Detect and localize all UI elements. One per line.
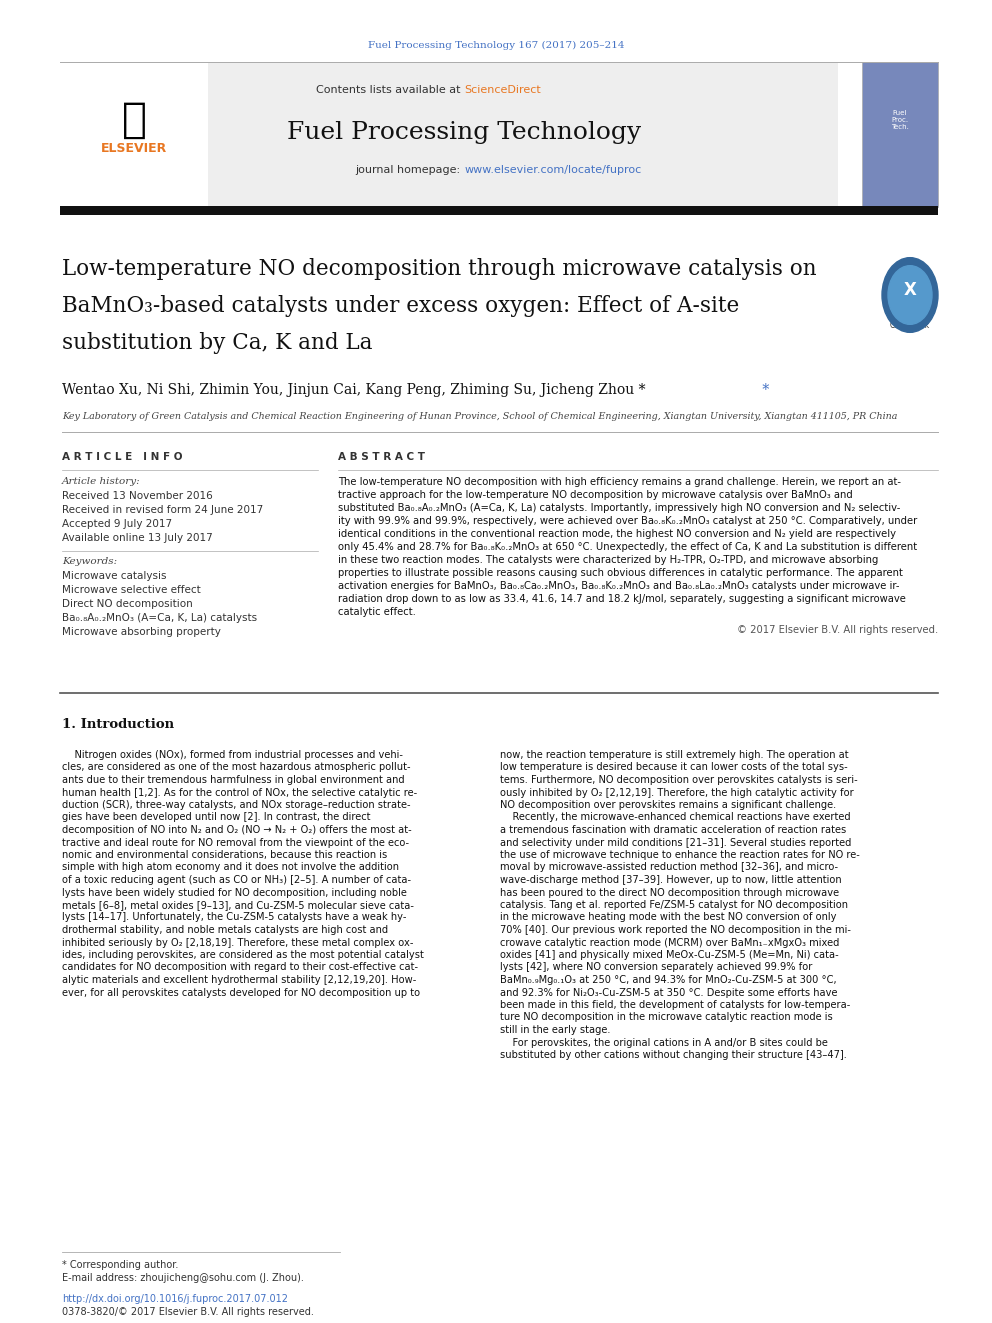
Text: Accepted 9 July 2017: Accepted 9 July 2017 — [62, 519, 173, 529]
Text: decomposition of NO into N₂ and O₂ (NO → N₂ + O₂) offers the most at-: decomposition of NO into N₂ and O₂ (NO →… — [62, 826, 412, 835]
Text: http://dx.doi.org/10.1016/j.fuproc.2017.07.012: http://dx.doi.org/10.1016/j.fuproc.2017.… — [62, 1294, 288, 1304]
Text: Fuel Processing Technology: Fuel Processing Technology — [288, 122, 641, 144]
Text: lysts [42], where NO conversion separately achieved 99.9% for: lysts [42], where NO conversion separate… — [500, 963, 812, 972]
Text: Received 13 November 2016: Received 13 November 2016 — [62, 491, 212, 501]
Text: identical conditions in the conventional reaction mode, the highest NO conversio: identical conditions in the conventional… — [338, 529, 896, 538]
Text: wave-discharge method [37–39]. However, up to now, little attention: wave-discharge method [37–39]. However, … — [500, 875, 841, 885]
Text: ELSEVIER: ELSEVIER — [101, 142, 167, 155]
Text: activation energies for BaMnO₃, Ba₀.₈Ca₀.₂MnO₃, Ba₀.₈K₀.₂MnO₃ and Ba₀.₈La₀.₂MnO₃: activation energies for BaMnO₃, Ba₀.₈Ca₀… — [338, 581, 900, 591]
Text: Fuel
Proc.
Tech.: Fuel Proc. Tech. — [891, 110, 909, 130]
Text: Microwave selective effect: Microwave selective effect — [62, 585, 200, 595]
Text: moval by microwave-assisted reduction method [32–36], and micro-: moval by microwave-assisted reduction me… — [500, 863, 838, 872]
Text: and selectivity under mild conditions [21–31]. Several studies reported: and selectivity under mild conditions [2… — [500, 837, 851, 848]
Text: ants due to their tremendous harmfulness in global environment and: ants due to their tremendous harmfulness… — [62, 775, 405, 785]
Text: been made in this field, the development of catalysts for low-tempera-: been made in this field, the development… — [500, 1000, 850, 1009]
Text: lysts [14–17]. Unfortunately, the Cu-ZSM-5 catalysts have a weak hy-: lysts [14–17]. Unfortunately, the Cu-ZSM… — [62, 913, 407, 922]
Text: substituted by other cations without changing their structure [43–47].: substituted by other cations without cha… — [500, 1050, 847, 1060]
Circle shape — [888, 266, 932, 324]
Text: X: X — [904, 280, 917, 299]
Text: Key Laboratory of Green Catalysis and Chemical Reaction Engineering of Hunan Pro: Key Laboratory of Green Catalysis and Ch… — [62, 411, 898, 421]
Text: ScienceDirect: ScienceDirect — [464, 85, 541, 95]
Text: Article history:: Article history: — [62, 478, 141, 486]
Text: the use of microwave technique to enhance the reaction rates for NO re-: the use of microwave technique to enhanc… — [500, 849, 860, 860]
Text: lysts have been widely studied for NO decomposition, including noble: lysts have been widely studied for NO de… — [62, 888, 407, 897]
Text: ture NO decomposition in the microwave catalytic reaction mode is: ture NO decomposition in the microwave c… — [500, 1012, 832, 1023]
Text: simple with high atom economy and it does not involve the addition: simple with high atom economy and it doe… — [62, 863, 399, 872]
Text: journal homepage:: journal homepage: — [355, 165, 464, 175]
Text: * Corresponding author.: * Corresponding author. — [62, 1259, 179, 1270]
Text: For perovskites, the original cations in A and/or B sites could be: For perovskites, the original cations in… — [500, 1037, 828, 1048]
Text: A R T I C L E   I N F O: A R T I C L E I N F O — [62, 452, 183, 462]
Text: radiation drop down to as low as 33.4, 41.6, 14.7 and 18.2 kJ/mol, separately, s: radiation drop down to as low as 33.4, 4… — [338, 594, 906, 605]
Circle shape — [882, 258, 938, 332]
Text: 0378-3820/© 2017 Elsevier B.V. All rights reserved.: 0378-3820/© 2017 Elsevier B.V. All right… — [62, 1307, 313, 1316]
Text: A B S T R A C T: A B S T R A C T — [338, 452, 425, 462]
Text: low temperature is desired because it can lower costs of the total sys-: low temperature is desired because it ca… — [500, 762, 848, 773]
Text: drothermal stability, and noble metals catalysts are high cost and: drothermal stability, and noble metals c… — [62, 925, 388, 935]
Text: catalytic effect.: catalytic effect. — [338, 607, 416, 617]
Text: a tremendous fascination with dramatic acceleration of reaction rates: a tremendous fascination with dramatic a… — [500, 826, 846, 835]
Text: ides, including perovskites, are considered as the most potential catalyst: ides, including perovskites, are conside… — [62, 950, 424, 960]
Text: properties to illustrate possible reasons causing such obvious differences in ca: properties to illustrate possible reason… — [338, 568, 903, 578]
Text: only 45.4% and 28.7% for Ba₀.₈K₀.₂MnO₃ at 650 °C. Unexpectedly, the effect of Ca: only 45.4% and 28.7% for Ba₀.₈K₀.₂MnO₃ a… — [338, 542, 918, 552]
Text: metals [6–8], metal oxides [9–13], and Cu-ZSM-5 molecular sieve cata-: metals [6–8], metal oxides [9–13], and C… — [62, 900, 414, 910]
Text: CrossMark: CrossMark — [890, 320, 930, 329]
Text: gies have been developed until now [2]. In contrast, the direct: gies have been developed until now [2]. … — [62, 812, 370, 823]
Text: Fuel Processing Technology 167 (2017) 205–214: Fuel Processing Technology 167 (2017) 20… — [368, 41, 624, 49]
Text: human health [1,2]. As for the control of NOx, the selective catalytic re-: human health [1,2]. As for the control o… — [62, 787, 418, 798]
Text: Microwave catalysis: Microwave catalysis — [62, 572, 167, 581]
Text: Direct NO decomposition: Direct NO decomposition — [62, 599, 192, 609]
Text: *: * — [758, 382, 769, 397]
Text: ously inhibited by O₂ [2,12,19]. Therefore, the high catalytic activity for: ously inhibited by O₂ [2,12,19]. Therefo… — [500, 787, 854, 798]
Text: oxides [41] and physically mixed MeOx-Cu-ZSM-5 (Me=Mn, Ni) cata-: oxides [41] and physically mixed MeOx-Cu… — [500, 950, 839, 960]
Text: Recently, the microwave-enhanced chemical reactions have exerted: Recently, the microwave-enhanced chemica… — [500, 812, 850, 823]
Text: Low-temperature NO decomposition through microwave catalysis on: Low-temperature NO decomposition through… — [62, 258, 816, 280]
Text: NO decomposition over perovskites remains a significant challenge.: NO decomposition over perovskites remain… — [500, 800, 836, 810]
Text: substituted Ba₀.₈A₀.₂MnO₃ (A=Ca, K, La) catalysts. Importantly, impressively hig: substituted Ba₀.₈A₀.₂MnO₃ (A=Ca, K, La) … — [338, 503, 901, 513]
Text: Contents lists available at: Contents lists available at — [316, 85, 464, 95]
Text: tractive and ideal route for NO removal from the viewpoint of the eco-: tractive and ideal route for NO removal … — [62, 837, 409, 848]
Text: Received in revised form 24 June 2017: Received in revised form 24 June 2017 — [62, 505, 263, 515]
Text: tems. Furthermore, NO decomposition over perovskites catalysts is seri-: tems. Furthermore, NO decomposition over… — [500, 775, 858, 785]
Text: © 2017 Elsevier B.V. All rights reserved.: © 2017 Elsevier B.V. All rights reserved… — [737, 624, 938, 635]
Text: BaMn₀.₉Mg₀.₁O₃ at 250 °C, and 94.3% for MnO₂-Cu-ZSM-5 at 300 °C,: BaMn₀.₉Mg₀.₁O₃ at 250 °C, and 94.3% for … — [500, 975, 836, 986]
Text: alytic materials and excellent hydrothermal stability [2,12,19,20]. How-: alytic materials and excellent hydrother… — [62, 975, 417, 986]
Bar — [60, 205, 938, 216]
Text: 🌲: 🌲 — [121, 99, 147, 142]
Text: 1. Introduction: 1. Introduction — [62, 718, 175, 732]
Text: Available online 13 July 2017: Available online 13 July 2017 — [62, 533, 212, 542]
Text: ever, for all perovskites catalysts developed for NO decomposition up to: ever, for all perovskites catalysts deve… — [62, 987, 421, 998]
Text: crowave catalytic reaction mode (MCRM) over BaMn₁₋xMgxO₃ mixed: crowave catalytic reaction mode (MCRM) o… — [500, 938, 839, 947]
Bar — [862, 62, 938, 206]
Text: tractive approach for the low-temperature NO decomposition by microwave catalysi: tractive approach for the low-temperatur… — [338, 490, 853, 500]
Text: inhibited seriously by O₂ [2,18,19]. Therefore, these metal complex ox-: inhibited seriously by O₂ [2,18,19]. The… — [62, 938, 414, 947]
Text: catalysis. Tang et al. reported Fe/ZSM-5 catalyst for NO decomposition: catalysis. Tang et al. reported Fe/ZSM-5… — [500, 900, 848, 910]
Text: substitution by Ca, K and La: substitution by Ca, K and La — [62, 332, 373, 355]
Text: of a toxic reducing agent (such as CO or NH₃) [2–5]. A number of cata-: of a toxic reducing agent (such as CO or… — [62, 875, 411, 885]
Text: in these two reaction modes. The catalysts were characterized by H₂-TPR, O₂-TPD,: in these two reaction modes. The catalys… — [338, 556, 878, 565]
Text: still in the early stage.: still in the early stage. — [500, 1025, 610, 1035]
Text: ity with 99.9% and 99.9%, respectively, were achieved over Ba₀.₈K₀.₂MnO₃ catalys: ity with 99.9% and 99.9%, respectively, … — [338, 516, 918, 527]
Text: now, the reaction temperature is still extremely high. The operation at: now, the reaction temperature is still e… — [500, 750, 848, 759]
Text: and 92.3% for Ni₂O₃-Cu-ZSM-5 at 350 °C. Despite some efforts have: and 92.3% for Ni₂O₃-Cu-ZSM-5 at 350 °C. … — [500, 987, 837, 998]
Text: in the microwave heating mode with the best NO conversion of only: in the microwave heating mode with the b… — [500, 913, 836, 922]
Text: Ba₀.₈A₀.₂MnO₃ (A=Ca, K, La) catalysts: Ba₀.₈A₀.₂MnO₃ (A=Ca, K, La) catalysts — [62, 613, 257, 623]
Text: Microwave absorbing property: Microwave absorbing property — [62, 627, 221, 636]
Text: The low-temperature NO decomposition with high efficiency remains a grand challe: The low-temperature NO decomposition wit… — [338, 478, 901, 487]
Text: E-mail address: zhoujicheng@sohu.com (J. Zhou).: E-mail address: zhoujicheng@sohu.com (J.… — [62, 1273, 304, 1283]
Text: Wentao Xu, Ni Shi, Zhimin You, Jinjun Cai, Kang Peng, Zhiming Su, Jicheng Zhou *: Wentao Xu, Ni Shi, Zhimin You, Jinjun Ca… — [62, 382, 646, 397]
Text: www.elsevier.com/locate/fuproc: www.elsevier.com/locate/fuproc — [464, 165, 642, 175]
Text: candidates for NO decomposition with regard to their cost-effective cat-: candidates for NO decomposition with reg… — [62, 963, 418, 972]
Text: cles, are considered as one of the most hazardous atmospheric pollut-: cles, are considered as one of the most … — [62, 762, 411, 773]
Text: nomic and environmental considerations, because this reaction is: nomic and environmental considerations, … — [62, 849, 387, 860]
Text: has been poured to the direct NO decomposition through microwave: has been poured to the direct NO decompo… — [500, 888, 839, 897]
Text: 70% [40]. Our previous work reported the NO decomposition in the mi-: 70% [40]. Our previous work reported the… — [500, 925, 851, 935]
Text: Nitrogen oxides (NOx), formed from industrial processes and vehi-: Nitrogen oxides (NOx), formed from indus… — [62, 750, 403, 759]
Bar — [60, 62, 208, 210]
Bar — [60, 62, 838, 210]
Text: Keywords:: Keywords: — [62, 557, 117, 566]
Text: BaMnO₃-based catalysts under excess oxygen: Effect of A-site: BaMnO₃-based catalysts under excess oxyg… — [62, 295, 739, 318]
Text: duction (SCR), three-way catalysts, and NOx storage–reduction strate-: duction (SCR), three-way catalysts, and … — [62, 800, 411, 810]
